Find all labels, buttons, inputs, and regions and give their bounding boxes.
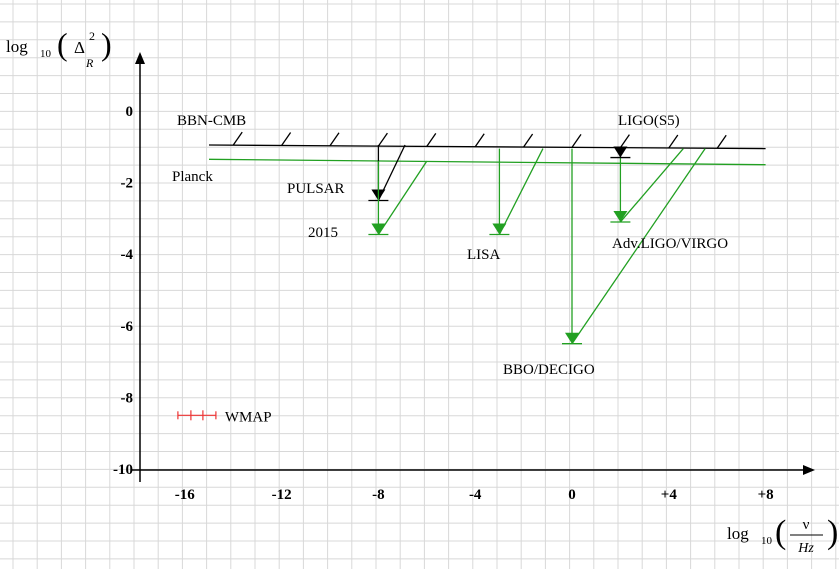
tick-labels: -16 -12 -8 -4 0 +4 +8 0 -2 -4 -6 -8 -10 <box>113 104 774 503</box>
lisa-marker <box>492 223 507 235</box>
bbo-decigo-slant <box>571 148 706 345</box>
x-tick-label: -8 <box>372 487 385 503</box>
2015-label: 2015 <box>308 225 338 241</box>
bbn-cmb-hatch <box>523 133 534 148</box>
x-axis-label-denominator: Hz <box>797 541 814 556</box>
y-axis-label-sup: 2 <box>89 29 95 43</box>
y-tick-label: 0 <box>126 104 134 120</box>
bbn-cmb-hatch <box>668 134 679 149</box>
chart-marks <box>177 131 766 421</box>
pulsar-label: PULSAR <box>287 181 345 197</box>
y-axis-label-sub: R <box>85 56 94 70</box>
x-axis-label-log: log <box>727 524 749 543</box>
axis-labels: log 10(Δ2R)log 10(νHz) <box>6 26 838 556</box>
y-tick-label: -10 <box>113 462 133 478</box>
y-tick-label: -4 <box>121 247 134 263</box>
bbn-cmb-hatch <box>474 133 485 148</box>
ligo-s5-marker <box>613 146 628 158</box>
x-tick-label: -16 <box>175 487 195 503</box>
planck-label: Planck <box>172 169 213 185</box>
bbn-cmb-label: BBN-CMB <box>177 113 246 129</box>
x-axis-label-base: 10 <box>761 535 773 547</box>
bbo-decigo-marker <box>565 332 579 344</box>
y-axis-label-close-paren: ) <box>101 26 112 62</box>
2015-slant <box>377 160 428 235</box>
y-tick-label: -8 <box>121 390 134 406</box>
2015-marker <box>371 223 386 235</box>
x-axis-arrow <box>803 465 815 475</box>
series-labels: PULSAR 2015 LISA BBO/DECIGO Adv.LIGO/VIRGO LI… <box>172 113 728 425</box>
bbo-decigo-label: BBO/DECIGO <box>503 362 595 378</box>
bbn-cmb-hatch <box>281 132 292 146</box>
y-axis-label-open-paren: ( <box>57 26 68 62</box>
x-axis-label-numerator: ν <box>803 517 810 533</box>
x-tick-label: -4 <box>469 487 482 503</box>
lisa-slant <box>498 148 544 235</box>
bbn-cmb-hatch <box>716 134 727 149</box>
y-axis-label-base: 10 <box>40 48 52 60</box>
ligo-s5-label: LIGO(S5) <box>618 113 680 129</box>
wmap-label: WMAP <box>225 409 272 425</box>
adv-ligo-virgo-marker <box>613 210 628 222</box>
y-axis-label-log: log <box>6 37 28 56</box>
planck-line <box>208 158 766 166</box>
bbn-cmb-hatch <box>426 133 437 147</box>
bbn-cmb-line <box>208 144 766 150</box>
adv-ligo-virgo-slant <box>619 148 684 223</box>
adv-ligo-virgo-label: Adv.LIGO/VIRGO <box>612 236 728 252</box>
x-axis-label-open-paren: ( <box>775 514 786 551</box>
y-tick-label: -6 <box>121 319 134 335</box>
x-tick-label: 0 <box>568 487 576 503</box>
y-axis-arrow <box>135 52 145 64</box>
y-axis-label-delta: Δ <box>74 38 85 57</box>
x-tick-label: +4 <box>661 487 678 503</box>
bbn-cmb-hatch <box>377 132 388 147</box>
bbn-cmb-hatch <box>571 133 582 148</box>
bbn-cmb-hatch <box>232 131 243 146</box>
axes <box>132 52 815 482</box>
y-tick-label: -2 <box>121 176 134 192</box>
x-tick-label: +8 <box>758 487 774 503</box>
bbn-cmb-hatch <box>619 134 630 149</box>
x-axis-label-close-paren: ) <box>827 514 838 551</box>
x-tick-label: -12 <box>272 487 292 503</box>
bbn-cmb-hatch <box>329 132 340 147</box>
lisa-label: LISA <box>467 247 501 263</box>
